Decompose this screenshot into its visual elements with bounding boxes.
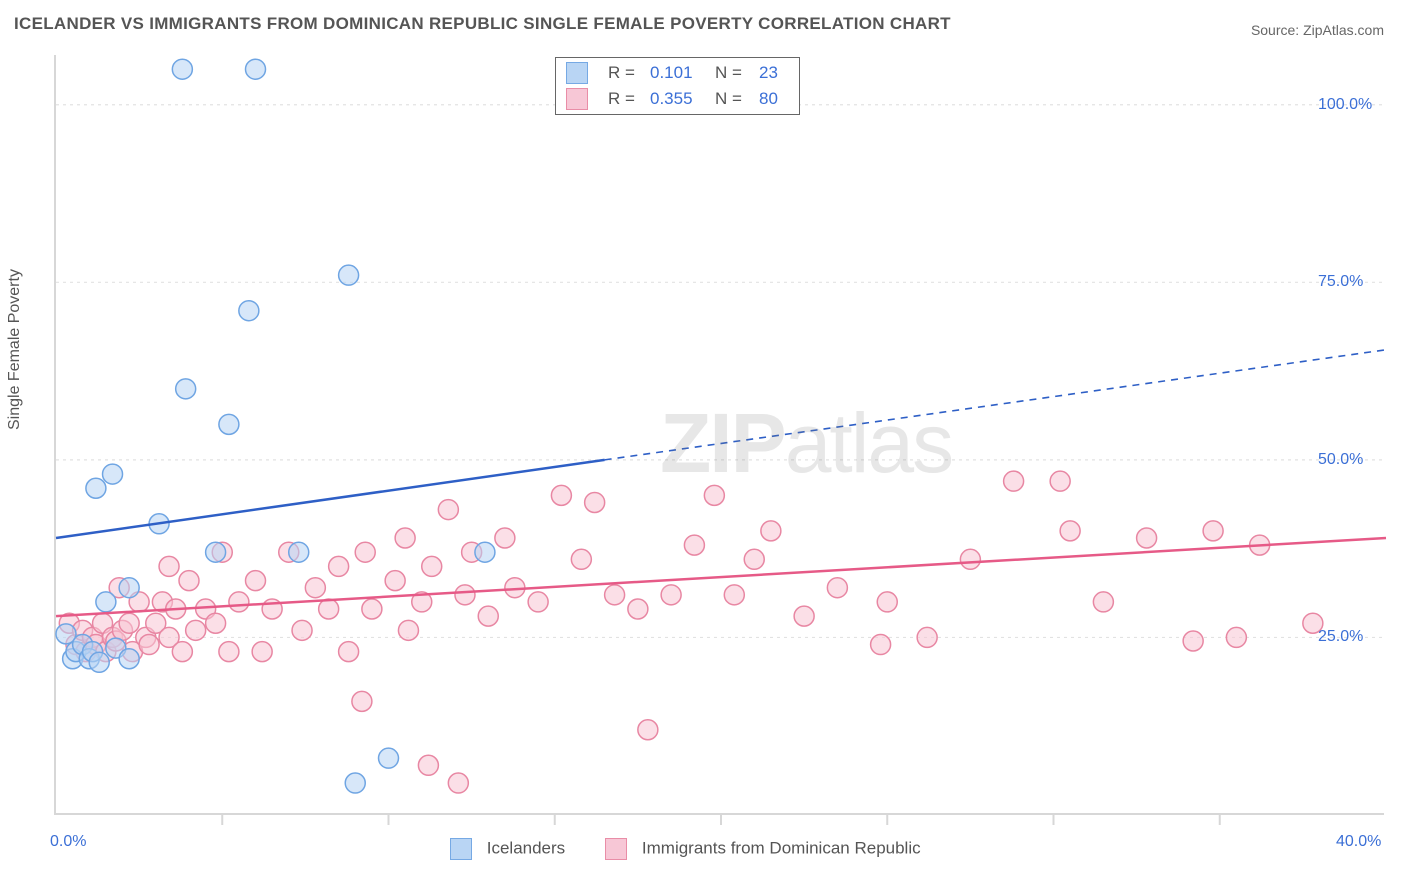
watermark: ZIPatlas bbox=[660, 395, 952, 492]
legend-item-dominicans: Immigrants from Dominican Republic bbox=[605, 838, 920, 860]
chart-title: ICELANDER VS IMMIGRANTS FROM DOMINICAN R… bbox=[14, 14, 951, 34]
y-tick-label: 25.0% bbox=[1318, 628, 1363, 646]
legend-label-dominicans: Immigrants from Dominican Republic bbox=[642, 838, 921, 857]
r-label: R = bbox=[608, 63, 640, 83]
swatch-icelanders bbox=[450, 838, 472, 860]
n-label: N = bbox=[715, 63, 749, 83]
y-tick-label: 50.0% bbox=[1318, 451, 1363, 469]
n-value-dominicans: 80 bbox=[759, 89, 789, 109]
legend-row-dominicans: R = 0.355 N = 80 bbox=[566, 86, 789, 112]
swatch-icelanders bbox=[566, 62, 588, 84]
x-tick-label: 40.0% bbox=[1336, 833, 1381, 851]
y-tick-label: 100.0% bbox=[1318, 96, 1372, 114]
swatch-dominicans bbox=[566, 88, 588, 110]
watermark-bold: ZIP bbox=[660, 396, 785, 490]
watermark-rest: atlas bbox=[785, 396, 952, 490]
legend-row-icelanders: R = 0.101 N = 23 bbox=[566, 60, 789, 86]
n-label: N = bbox=[715, 89, 749, 109]
x-tick-label: 0.0% bbox=[50, 833, 86, 851]
n-value-icelanders: 23 bbox=[759, 63, 789, 83]
legend-label-icelanders: Icelanders bbox=[487, 838, 565, 857]
swatch-dominicans bbox=[605, 838, 627, 860]
r-value-dominicans: 0.355 bbox=[650, 89, 705, 109]
r-label: R = bbox=[608, 89, 640, 109]
r-value-icelanders: 0.101 bbox=[650, 63, 705, 83]
y-tick-label: 75.0% bbox=[1318, 273, 1363, 291]
series-legend: Icelanders Immigrants from Dominican Rep… bbox=[450, 838, 921, 860]
correlation-legend: R = 0.101 N = 23 R = 0.355 N = 80 bbox=[555, 57, 800, 115]
source-attribution: Source: ZipAtlas.com bbox=[1251, 22, 1384, 38]
legend-item-icelanders: Icelanders bbox=[450, 838, 565, 860]
y-axis-label: Single Female Poverty bbox=[6, 269, 24, 430]
